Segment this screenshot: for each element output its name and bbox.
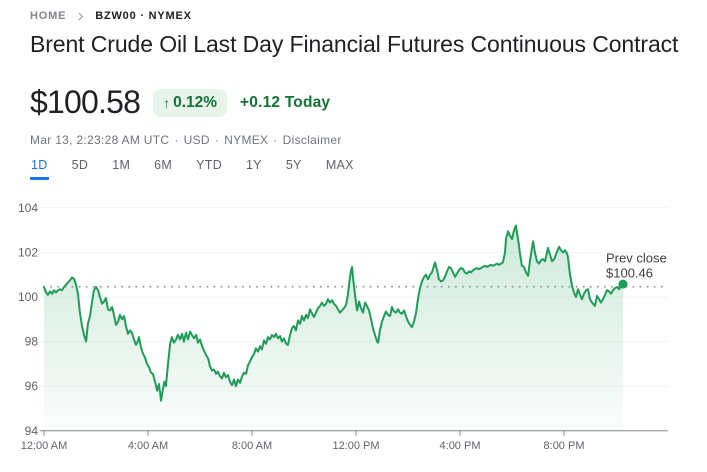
x-axis-label: 4:00 PM	[440, 440, 481, 452]
quote-exchange: NYMEX	[224, 133, 269, 147]
y-axis-label: 102	[18, 245, 38, 259]
breadcrumb-symbol: BZW00 · NYMEX	[95, 10, 192, 22]
tab-5y[interactable]: 5Y	[285, 156, 303, 180]
tab-5d[interactable]: 5D	[71, 156, 90, 180]
current-price: $100.58	[30, 84, 141, 120]
tab-6m[interactable]: 6M	[153, 156, 173, 180]
tab-1y[interactable]: 1Y	[245, 156, 263, 180]
tab-1d[interactable]: 1D	[30, 156, 49, 180]
x-axis-label: 12:00 PM	[332, 440, 379, 452]
y-axis-label: 94	[25, 424, 39, 438]
breadcrumb-home-link[interactable]: HOME	[30, 10, 67, 22]
change-percent-value: 0.12%	[173, 93, 218, 111]
page-title: Brent Crude Oil Last Day Financial Futur…	[30, 31, 679, 57]
breadcrumb: HOME BZW00 · NYMEX	[30, 10, 192, 22]
y-axis-label: 96	[25, 379, 39, 393]
meta-separator: ·	[214, 133, 220, 147]
quote-meta: Mar 13, 2:23:28 AM UTC · USD · NYMEX · D…	[30, 133, 342, 147]
change-today: +0.12 Today	[240, 93, 331, 111]
y-axis-label: 104	[18, 201, 38, 215]
prev-close-value: $100.46	[606, 266, 653, 281]
quote-price-row: $100.58 ↑ 0.12% +0.12 Today	[30, 84, 330, 121]
x-axis-label: 8:00 PM	[544, 440, 585, 452]
chart-line	[43, 224, 624, 402]
y-axis-label: 100	[18, 290, 38, 304]
tab-ytd[interactable]: YTD	[195, 156, 223, 180]
prev-close-label: Prev close	[606, 251, 667, 266]
arrow-up-icon: ↑	[163, 94, 171, 111]
last-price-dot	[618, 279, 628, 289]
range-tabs: 1D 5D 1M 6M YTD 1Y 5Y MAX	[30, 156, 355, 180]
tab-1m[interactable]: 1M	[111, 156, 131, 180]
meta-separator: ·	[174, 133, 179, 147]
x-axis-label: 4:00 AM	[128, 440, 168, 452]
chevron-right-icon	[75, 11, 86, 22]
change-percent-badge: ↑ 0.12%	[153, 88, 228, 117]
meta-separator: ·	[273, 133, 278, 147]
tab-max[interactable]: MAX	[325, 156, 355, 180]
y-axis-label: 98	[25, 335, 39, 349]
quote-timestamp: Mar 13, 2:23:28 AM UTC	[30, 133, 170, 147]
disclaimer-link[interactable]: Disclaimer	[282, 133, 342, 147]
chart-area	[44, 225, 623, 431]
x-axis-label: 12:00 AM	[21, 440, 67, 452]
x-axis-label: 8:00 AM	[232, 440, 272, 452]
quote-currency: USD	[183, 133, 210, 147]
